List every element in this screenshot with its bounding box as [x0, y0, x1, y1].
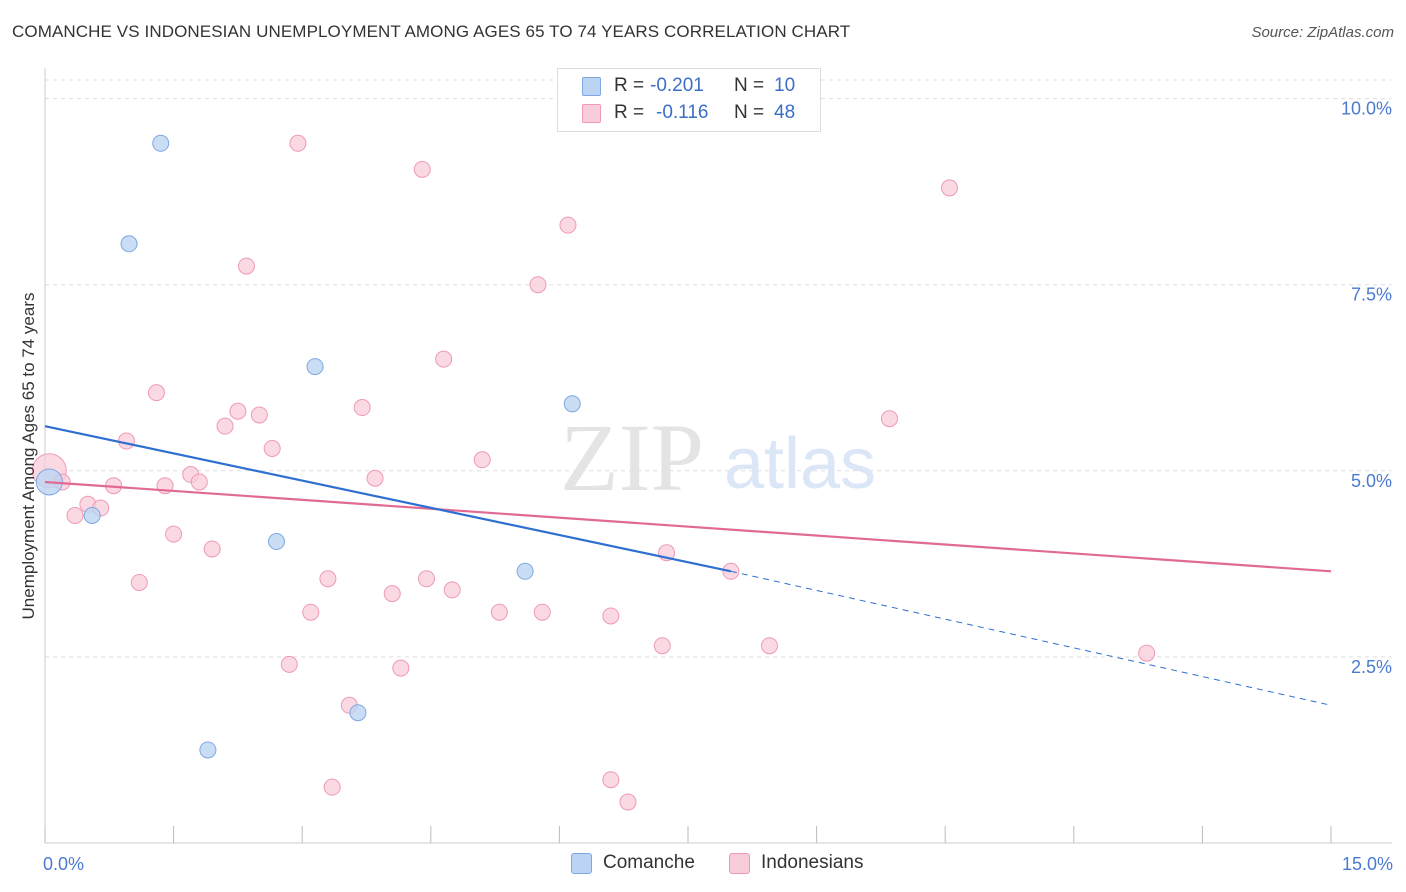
- indonesians-point: [237, 257, 255, 275]
- indonesians-point: [319, 570, 337, 588]
- indonesians-point: [940, 179, 958, 197]
- indonesians-legend-swatch: [729, 853, 750, 874]
- indonesians-point: [203, 540, 221, 558]
- comanche-legend-swatch: [571, 853, 592, 874]
- tick-labels: 2.5% 5.0% 7.5% 10.0% 0.0% 15.0%: [43, 99, 1393, 874]
- indonesians-r-value: -0.116: [656, 102, 709, 123]
- comanche-point: [83, 506, 101, 524]
- data-points: [31, 134, 1156, 811]
- y-tick-label: 2.5%: [1351, 657, 1392, 677]
- axes: [44, 68, 1393, 844]
- indonesians-point: [435, 350, 453, 368]
- indonesians-point: [473, 451, 491, 469]
- indonesians-point: [413, 160, 431, 178]
- comanche-n-label: N =: [734, 75, 765, 96]
- comanche-point: [152, 134, 170, 152]
- indonesians-point: [653, 637, 671, 655]
- comanche-point: [349, 704, 367, 722]
- chart-title: COMANCHE VS INDONESIAN UNEMPLOYMENT AMON…: [12, 22, 851, 41]
- y-tick-label: 5.0%: [1351, 471, 1392, 491]
- grid: [45, 79, 1392, 658]
- y-tick-label: 7.5%: [1351, 285, 1392, 305]
- comanche-trend-extension: [730, 570, 1332, 706]
- comanche-r-value: -0.201: [650, 75, 704, 96]
- indonesians-point: [529, 276, 547, 294]
- indonesians-point: [602, 607, 620, 625]
- indonesians-point: [880, 410, 898, 428]
- indonesians-trend-line: [44, 480, 1332, 573]
- indonesians-point: [392, 659, 410, 677]
- indonesians-point: [190, 473, 208, 491]
- indonesians-point: [353, 399, 371, 417]
- comanche-point: [563, 395, 581, 413]
- indonesians-point: [602, 771, 620, 789]
- indonesians-point: [559, 216, 577, 234]
- indonesians-point: [66, 506, 84, 524]
- indonesians-point: [229, 402, 247, 420]
- indonesians-point: [490, 603, 508, 621]
- indonesians-point: [383, 585, 401, 603]
- comanche-point: [516, 562, 534, 580]
- y-axis-label: Unemployment Among Ages 65 to 74 years: [19, 293, 38, 620]
- watermark: ZIP atlas: [560, 404, 876, 511]
- comanche-point: [199, 741, 217, 759]
- comanche-swatch: [582, 77, 601, 96]
- indonesians-point: [250, 406, 268, 424]
- comanche-point: [267, 533, 285, 551]
- indonesians-point: [418, 570, 436, 588]
- indonesians-point: [619, 793, 637, 811]
- source-label: Source: ZipAtlas.com: [1251, 24, 1394, 41]
- indonesians-legend-label: Indonesians: [761, 852, 864, 873]
- watermark-zip: ZIP: [560, 404, 704, 511]
- indonesians-point: [165, 525, 183, 543]
- y-tick-label: 10.0%: [1341, 99, 1392, 119]
- indonesians-r-label: R =: [614, 102, 645, 123]
- indonesians-point: [323, 778, 341, 796]
- indonesians-point: [289, 134, 307, 152]
- comanche-point: [120, 235, 138, 253]
- comanche-n-value: 10: [774, 75, 796, 96]
- indonesians-point: [302, 603, 320, 621]
- x-tick-label-min: 0.0%: [43, 854, 84, 874]
- correlation-legend: R = -0.201 N = 10 R = -0.116 N = 48: [557, 68, 821, 132]
- x-tick-label-max: 15.0%: [1342, 854, 1393, 874]
- comanche-trend-line: [44, 425, 732, 573]
- indonesians-point: [366, 469, 384, 487]
- trend-lines: [44, 425, 1332, 706]
- indonesians-point: [280, 655, 298, 673]
- indonesians-n-label: N =: [734, 102, 765, 123]
- indonesians-point: [117, 432, 135, 450]
- indonesians-point: [147, 384, 165, 402]
- indonesians-n-value: 48: [774, 102, 796, 123]
- indonesians-swatch: [582, 104, 601, 123]
- indonesians-point: [263, 439, 281, 457]
- indonesians-point: [533, 603, 551, 621]
- comanche-r-label: R =: [614, 75, 645, 96]
- indonesians-point: [443, 581, 461, 599]
- indonesians-point: [1138, 644, 1156, 662]
- indonesians-point: [216, 417, 234, 435]
- comanche-legend-label: Comanche: [603, 852, 695, 873]
- comanche-point: [306, 358, 324, 376]
- watermark-atlas: atlas: [724, 424, 876, 504]
- indonesians-point: [130, 573, 148, 591]
- indonesians-point: [760, 637, 778, 655]
